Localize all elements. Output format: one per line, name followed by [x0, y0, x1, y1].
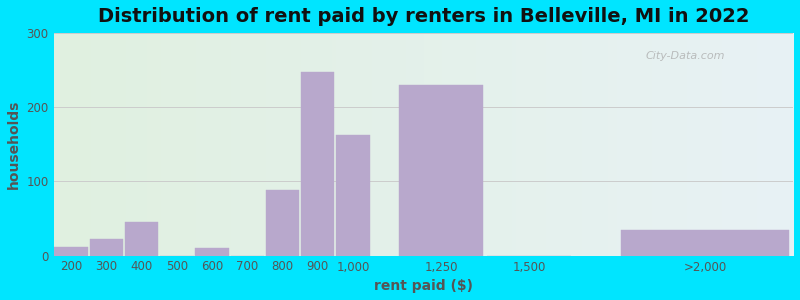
Title: Distribution of rent paid by renters in Belleville, MI in 2022: Distribution of rent paid by renters in … [98, 7, 749, 26]
Bar [90, 239, 123, 256]
Y-axis label: households: households [7, 100, 21, 189]
Bar [266, 190, 299, 256]
Bar [125, 222, 158, 256]
Bar [399, 85, 482, 256]
Bar [195, 248, 229, 256]
Bar [301, 72, 334, 256]
X-axis label: rent paid ($): rent paid ($) [374, 279, 473, 293]
Text: City-Data.com: City-Data.com [645, 51, 725, 61]
Bar [54, 247, 88, 256]
Bar [336, 135, 370, 256]
Bar [622, 230, 789, 256]
